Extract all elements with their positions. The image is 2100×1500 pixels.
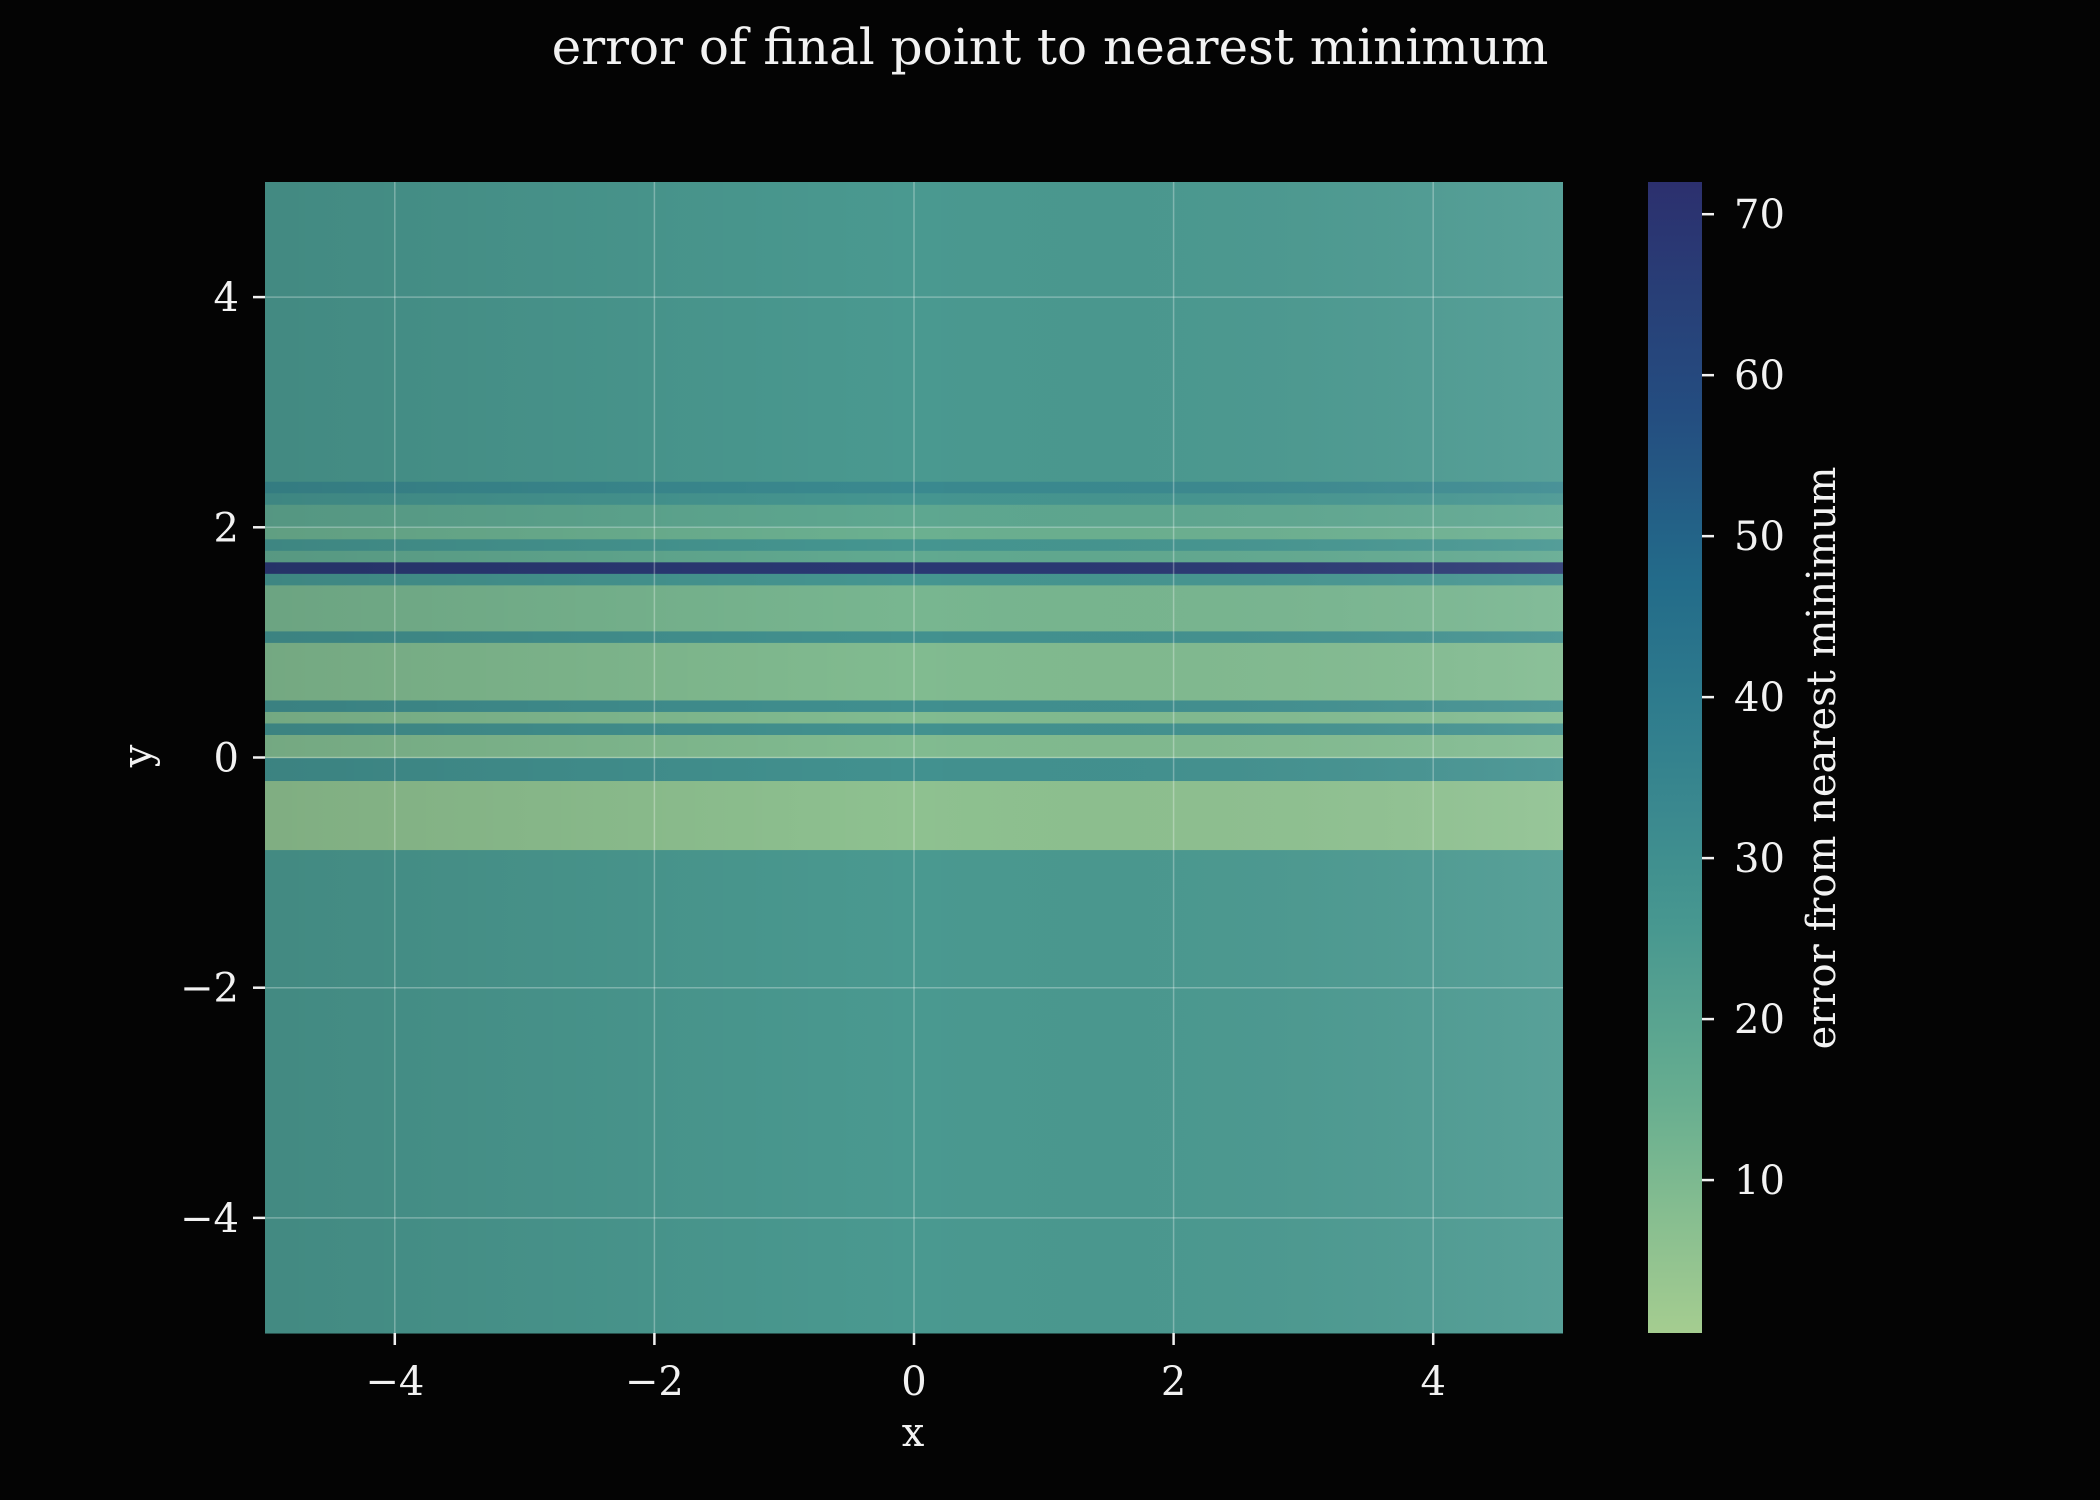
x-tick-label: 2 — [1161, 1359, 1186, 1405]
colorbar-bar — [1648, 182, 1702, 1333]
x-tick-label: 0 — [901, 1359, 926, 1405]
chart-title: error of final point to nearest minimum — [551, 18, 1549, 76]
colorbar-tick-label: 10 — [1734, 1158, 1785, 1204]
y-tick-label: −4 — [180, 1196, 239, 1242]
heatmap-shading — [265, 182, 1563, 1333]
colorbar-tick-label: 40 — [1734, 675, 1785, 721]
y-tick-label: 0 — [214, 736, 239, 782]
x-axis: −4 −2 0 2 4 — [365, 1333, 1446, 1405]
x-tick-label: 4 — [1420, 1359, 1445, 1405]
colorbar: 10 20 30 40 50 60 70 — [1648, 182, 1785, 1333]
y-tick-label: 2 — [214, 505, 239, 551]
y-axis-label: y — [115, 744, 161, 768]
y-axis: −4 −2 0 2 4 — [180, 275, 265, 1242]
colorbar-tick-label: 60 — [1734, 353, 1785, 399]
y-tick-label: 4 — [214, 275, 239, 321]
colorbar-tick-label: 20 — [1734, 997, 1785, 1043]
plot-area — [265, 182, 1563, 1334]
x-tick-label: −4 — [365, 1359, 424, 1405]
x-tick-label: −2 — [625, 1359, 684, 1405]
x-axis-label: x — [901, 1410, 925, 1456]
colorbar-tick-label: 50 — [1734, 514, 1785, 560]
colorbar-tick-label: 70 — [1734, 192, 1785, 238]
grid-lines — [265, 182, 1563, 1333]
colorbar-label: error from nearest minimum — [1799, 466, 1845, 1050]
y-tick-label: −2 — [180, 966, 239, 1012]
colorbar-tick-label: 30 — [1734, 836, 1785, 882]
